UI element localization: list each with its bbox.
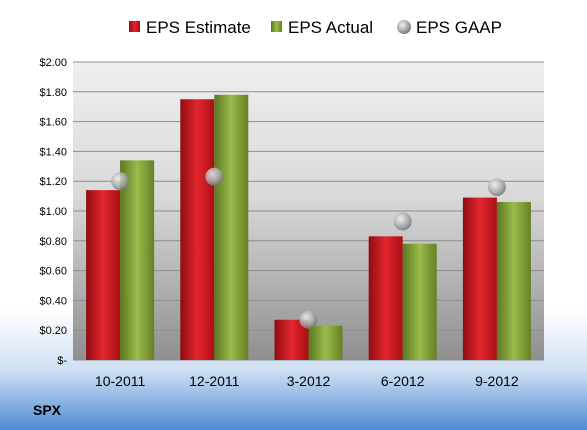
ticker-label: SPX [33,402,62,418]
x-tick-label: 6-2012 [381,373,425,389]
bar-eps-actual [308,325,343,360]
legend-label-eps-estimate: EPS Estimate [146,18,251,37]
y-tick-label: $0.80 [39,236,67,248]
legend-swatch-eps-gaap [397,20,411,34]
y-tick-label: $1.80 [39,87,67,99]
bar-eps-actual [496,202,531,360]
bar-eps-estimate [368,236,403,360]
bar-eps-estimate [180,99,215,360]
legend-swatch-eps-actual [271,21,282,32]
bars [86,94,531,360]
y-tick-label: $1.00 [39,206,67,218]
marker-eps-gaap [111,172,130,191]
bar-eps-estimate [462,197,497,360]
bar-eps-actual [214,94,249,360]
legend-label-eps-gaap: EPS GAAP [416,18,502,37]
y-tick-label: $0.20 [39,325,67,337]
y-tick-label: $- [57,355,67,367]
bar-eps-actual [120,160,155,360]
bar-eps-estimate [86,190,121,360]
y-tick-label: $1.40 [39,146,67,158]
y-axis-tick-labels: $- $0.20 $0.40 $0.60 $0.80 $1.00 $1.20 $1.40 $1.… [39,57,67,367]
y-tick-label: $0.40 [39,295,67,307]
x-tick-label: 12-2011 [189,373,240,389]
marker-eps-gaap [299,310,318,329]
bar-eps-actual [402,243,437,360]
x-tick-label: 10-2011 [95,373,146,389]
marker-eps-gaap [393,212,412,231]
y-tick-label: $1.20 [39,176,67,188]
marker-eps-gaap [487,178,506,197]
legend-label-eps-actual: EPS Actual [288,18,373,37]
x-axis-tick-labels: 10-2011 12-2011 3-2012 6-2012 9-2012 [95,373,519,389]
x-tick-label: 3-2012 [287,373,331,389]
y-tick-label: $0.60 [39,266,67,278]
y-tick-label: $1.60 [39,117,67,129]
gaap-markers [111,167,506,329]
legend-swatch-eps-estimate [129,21,140,32]
legend: EPS Estimate EPS Actual EPS GAAP [129,18,502,37]
marker-eps-gaap [205,167,224,186]
y-tick-label: $2.00 [39,57,67,69]
x-tick-label: 9-2012 [475,373,519,389]
